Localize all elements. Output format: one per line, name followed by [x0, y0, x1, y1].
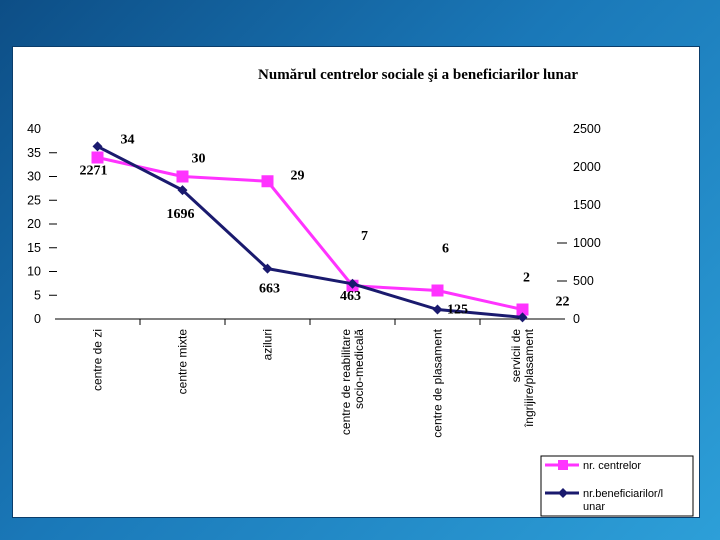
y-left-tick-label: 10: [27, 265, 41, 279]
category-label: îngrijire/plasament: [522, 328, 536, 428]
y-right-tick-label: 500: [573, 274, 594, 288]
beneficiari-marker: [432, 304, 443, 315]
category-label: socio-medicală: [352, 329, 366, 409]
beneficiari-marker: [347, 278, 358, 289]
centre-marker: [431, 284, 444, 297]
centre-marker: [91, 151, 104, 164]
category-label: servicii de: [509, 329, 523, 383]
beneficiari-marker: [262, 263, 273, 274]
centre-data-label: 7: [361, 229, 368, 244]
series-line-centre: [97, 156, 523, 311]
series-group: [91, 141, 529, 323]
centre-data-label: 30: [192, 152, 206, 167]
beneficiari-data-label: 663: [259, 282, 280, 297]
beneficiari-data-label: 22: [556, 294, 570, 309]
beneficiari-marker: [177, 185, 188, 196]
data-labels: 34 30 29 7 6 2 2271 1696 663 463 125 22: [80, 133, 570, 318]
y-left-tick-label: 0: [34, 312, 41, 326]
beneficiari-data-label: 1696: [167, 207, 195, 222]
legend-swatch-marker: [558, 460, 568, 470]
y-right-tick-label: 1500: [573, 198, 601, 212]
y-left-tick-label: 15: [27, 241, 41, 255]
category-labels: centre de zi centre mixte aziluri centre de…: [91, 328, 537, 437]
centre-data-label: 29: [291, 168, 305, 183]
legend-label: nr. centrelor: [583, 460, 641, 472]
beneficiari-marker: [92, 141, 103, 152]
axes: 0 5 10 15 20 25 30 35 40 0 500 1000 1500 2000 2500: [27, 122, 601, 326]
category-label: centre mixte: [176, 329, 190, 395]
legend: nr. centrelor nr.beneficiarilor/lunar: [540, 455, 694, 517]
category-label: centre de plasament: [431, 328, 445, 437]
y-right-tick-label: 1000: [573, 236, 601, 250]
y-left-tick-label: 35: [27, 146, 41, 160]
beneficiari-data-label: 2271: [80, 163, 108, 178]
category-label: aziluri: [261, 329, 275, 360]
centre-marker: [516, 303, 529, 316]
legend-swatch-marker: [558, 488, 568, 498]
y-left-tick-label: 20: [27, 217, 41, 231]
chart-title: Numărul centrelor sociale şi a beneficia…: [258, 67, 578, 83]
centre-data-label: 34: [121, 133, 135, 148]
y-right-tick-label: 2000: [573, 160, 601, 174]
centre-marker: [176, 170, 189, 183]
slide-panel: Numărul centrelor sociale şi a beneficia…: [12, 46, 700, 518]
category-label: centre de reabilitare: [339, 329, 353, 435]
category-label: centre de zi: [91, 329, 105, 391]
legend-label: unar: [583, 501, 605, 513]
beneficiari-data-label: 125: [447, 303, 468, 318]
line-chart: Numărul centrelor sociale şi a beneficia…: [27, 67, 694, 517]
centre-data-label: 2: [523, 271, 530, 286]
y-right-tick-label: 2500: [573, 122, 601, 136]
centre-marker: [261, 175, 274, 188]
y-left-tick-label: 40: [27, 122, 41, 136]
beneficiari-marker: [517, 312, 528, 323]
centre-data-label: 6: [442, 242, 449, 257]
legend-label: nr.beneficiarilor/l: [583, 488, 663, 500]
y-left-tick-label: 25: [27, 193, 41, 207]
series-line-beneficiari: [96, 145, 523, 319]
beneficiari-data-label: 463: [340, 289, 361, 304]
y-right-tick-label: 0: [573, 312, 580, 326]
y-left-tick-label: 30: [27, 170, 41, 184]
y-left-tick-label: 5: [34, 288, 41, 302]
